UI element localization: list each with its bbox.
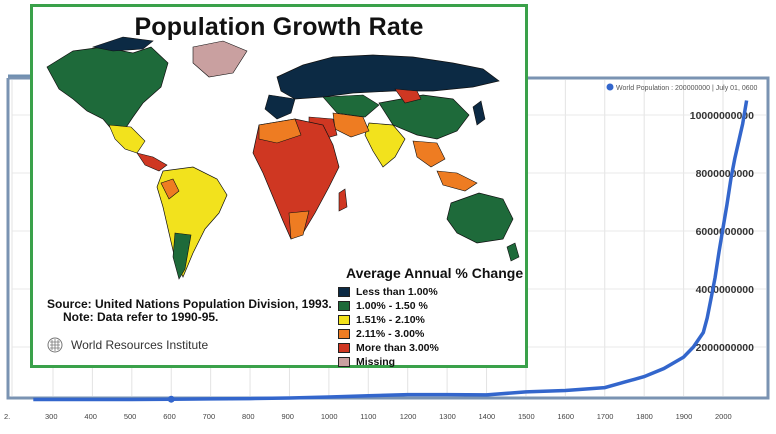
legend-swatch: [338, 329, 350, 339]
x-tick-label: 500: [124, 412, 137, 421]
x-tick-label: 800: [242, 412, 255, 421]
russia-europe-shape: [276, 54, 500, 100]
mexico-shape: [108, 124, 146, 154]
chart-legend-label: World Population : 200000000 | July 01, …: [616, 85, 758, 92]
andes-shape: [160, 178, 180, 200]
africa-shape: [252, 118, 340, 240]
mongolia-shape: [394, 88, 422, 104]
legend-swatch: [338, 287, 350, 297]
population-series-line[interactable]: [33, 100, 749, 402]
legend-swatch: [338, 343, 350, 353]
china-shape: [378, 94, 470, 140]
wri-credit: World Resources Institute: [47, 337, 208, 353]
x-tick-label: 900: [281, 412, 294, 421]
x-tick-label: 1500: [518, 412, 535, 421]
x-tick-label: 2.: [4, 412, 10, 421]
world-map-image: [46, 36, 520, 280]
india-shape: [364, 122, 406, 168]
x-tick-label: 1400: [479, 412, 496, 421]
x-tick-label: 1900: [676, 412, 693, 421]
legend-item: 2.11% - 3.00%: [338, 327, 523, 341]
x-tick-label: 600: [163, 412, 176, 421]
x-tick-label: 1600: [557, 412, 574, 421]
central-asia-shape: [322, 94, 380, 118]
new-zealand-shape: [506, 242, 520, 262]
western-europe-shape: [264, 94, 296, 120]
x-tick-label: 1100: [360, 412, 376, 421]
y-tick-label: 10000000000: [690, 110, 754, 122]
legend-item: Missing: [338, 355, 523, 369]
legend-rows: Less than 1.00% 1.00% - 1.50 % 1.51% - 2.1…: [338, 285, 523, 369]
legend-label: 1.51% - 2.10%: [356, 314, 425, 326]
map-note-line: Note: Data refer to 1990-95.: [63, 310, 219, 324]
growth-rate-map-panel: Population Growth Rate Source: United Na…: [30, 4, 528, 368]
canada-north-shape: [91, 36, 154, 52]
x-tick-labels: 300 400 500 600 700 800 900 1000 1100 1200 1300 140…: [4, 412, 732, 421]
x-tick-label: 300: [45, 412, 58, 421]
legend-label: 1.00% - 1.50 %: [356, 300, 428, 312]
wri-logo-icon: [47, 337, 63, 353]
north-africa-shape: [258, 118, 302, 144]
legend-item: 1.51% - 2.10%: [338, 313, 523, 327]
north-america-shape: [46, 46, 169, 132]
y-tick-labels: 2000000000 4000000000 6000000000 8000000000…: [690, 110, 754, 354]
madagascar-shape: [338, 188, 348, 212]
legend-swatch: [338, 301, 350, 311]
australia-shape: [446, 192, 514, 244]
greenland-shape: [192, 40, 248, 78]
southeast-asia-shape: [412, 140, 446, 168]
southern-africa-shape: [288, 210, 310, 240]
hover-point-marker[interactable]: [167, 395, 175, 403]
y-tick-label: 2000000000: [696, 342, 755, 354]
x-tick-label: 1300: [439, 412, 456, 421]
y-tick-label: 4000000000: [696, 284, 755, 296]
x-tick-label: 1800: [636, 412, 653, 421]
x-tick-label: 400: [84, 412, 97, 421]
map-source-line: Source: United Nations Population Divisi…: [47, 297, 332, 311]
legend-label: Less than 1.00%: [356, 286, 438, 298]
x-tick-label: 1700: [597, 412, 614, 421]
y-tick-label: 6000000000: [696, 226, 755, 238]
legend-label: More than 3.00%: [356, 342, 439, 354]
wri-label: World Resources Institute: [71, 338, 209, 352]
indonesia-shape: [436, 170, 478, 192]
japan-shape: [472, 100, 486, 126]
legend-label: 2.11% - 3.00%: [356, 328, 425, 340]
argentina-shape: [172, 232, 192, 280]
map-legend: Average Annual % Change Less than 1.00% 1…: [338, 265, 523, 369]
legend-marker-icon: [606, 83, 614, 91]
x-tick-label: 1000: [321, 412, 338, 421]
y-tick-label: 8000000000: [696, 168, 755, 180]
legend-item: 1.00% - 1.50 %: [338, 299, 523, 313]
legend-label: Missing: [356, 356, 396, 368]
map-title: Population Growth Rate: [134, 13, 424, 41]
x-tick-label: 2000: [715, 412, 732, 421]
x-tick-label: 700: [203, 412, 216, 421]
legend-swatch: [338, 315, 350, 325]
legend-swatch: [338, 357, 350, 367]
legend-title: Average Annual % Change: [346, 265, 524, 281]
legend-item: More than 3.00%: [338, 341, 523, 355]
x-tick-label: 1200: [400, 412, 417, 421]
central-america-shape: [136, 152, 168, 172]
legend-item: Less than 1.00%: [338, 285, 523, 299]
